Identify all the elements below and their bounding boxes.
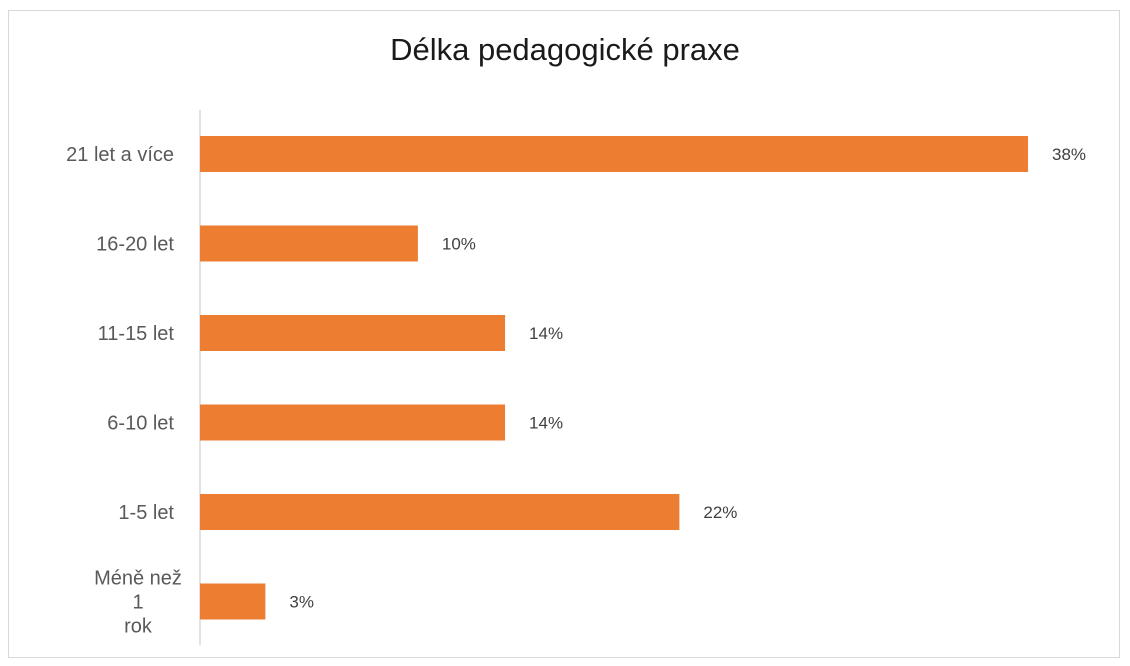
value-label-1: 38% xyxy=(1052,145,1086,164)
value-label-2: 10% xyxy=(442,235,476,254)
category-label-3: 11-15 let xyxy=(98,323,175,345)
value-label-3: 14% xyxy=(529,324,563,343)
value-label-5: 22% xyxy=(703,503,737,522)
category-label-2: 16-20 let xyxy=(96,234,174,256)
chart-title: Délka pedagogické praxe xyxy=(390,32,740,67)
chart-frame xyxy=(8,10,1120,658)
bar-2 xyxy=(200,225,418,262)
category-label-6: Méně než 1 rok xyxy=(94,568,182,638)
bar-6 xyxy=(200,583,266,620)
value-label-4: 14% xyxy=(529,414,563,433)
category-label-1: 21 let a více xyxy=(66,144,174,166)
bar-4 xyxy=(200,404,506,441)
category-label-5: 1-5 let xyxy=(118,502,174,524)
bar-1 xyxy=(200,136,1028,172)
bar-3 xyxy=(200,315,506,351)
bar-5 xyxy=(200,494,680,530)
value-label-6: 3% xyxy=(289,593,314,612)
category-label-4: 6-10 let xyxy=(107,413,174,435)
